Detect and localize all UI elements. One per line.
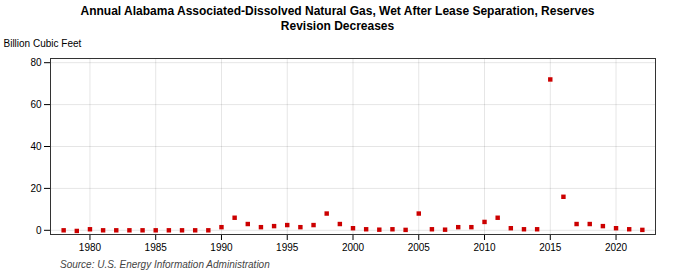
svg-text:1995: 1995 bbox=[276, 242, 299, 253]
html-text:Source: U.S. Energy Informatio: Source: U.S. Energy Information Administ… bbox=[60, 259, 270, 270]
svg-text:2015: 2015 bbox=[539, 242, 562, 253]
svg-text:80: 80 bbox=[30, 57, 42, 68]
svg-text:40: 40 bbox=[30, 141, 42, 152]
html-text:Annual Alabama Associated-Diss: Annual Alabama Associated-Dissolved Natu… bbox=[80, 4, 595, 33]
svg-text:1990: 1990 bbox=[210, 242, 233, 253]
svg-text:2020: 2020 bbox=[605, 242, 628, 253]
svg-text:2000: 2000 bbox=[342, 242, 365, 253]
svg-text:1980: 1980 bbox=[79, 242, 102, 253]
svg-text:60: 60 bbox=[30, 99, 42, 110]
svg-text:1985: 1985 bbox=[145, 242, 168, 253]
svg-text:20: 20 bbox=[30, 183, 42, 194]
svg-text:0: 0 bbox=[36, 225, 42, 236]
svg-text:2005: 2005 bbox=[408, 242, 431, 253]
svg-text:2010: 2010 bbox=[473, 242, 496, 253]
svg-text:Billion Cubic Feet: Billion Cubic Feet bbox=[4, 38, 82, 49]
